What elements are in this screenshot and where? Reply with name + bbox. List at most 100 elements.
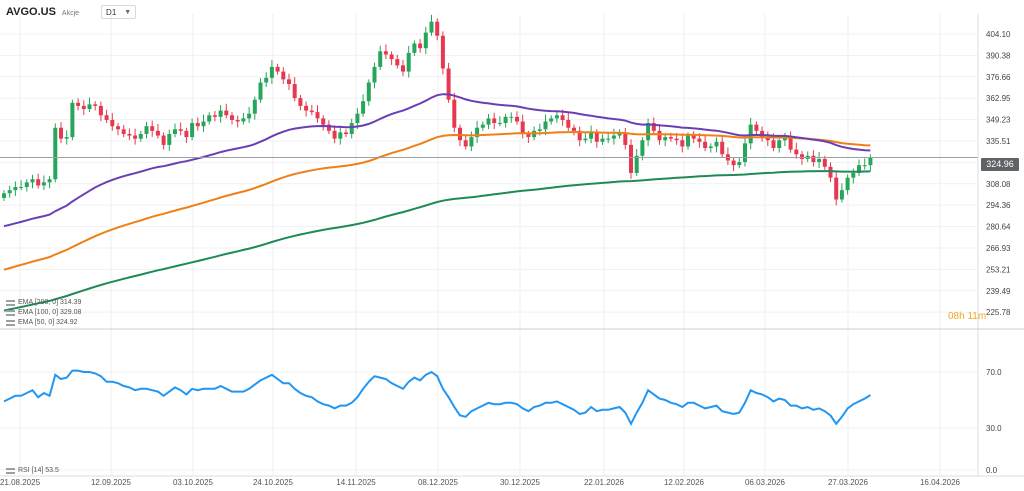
candle-body — [366, 82, 371, 102]
candle-body — [537, 129, 542, 131]
candle-body — [138, 133, 143, 139]
candle-body — [663, 137, 668, 141]
candle-body — [383, 51, 388, 55]
candle-body — [520, 121, 525, 134]
chart-header: AVGO.US Akcje D1 ▼ — [6, 5, 137, 19]
timeframe-select[interactable]: D1 ▼ — [101, 5, 137, 19]
candle-body — [543, 121, 548, 130]
candle-body — [800, 154, 804, 159]
candle-body — [452, 99, 457, 128]
candle-body — [292, 84, 297, 99]
candle-body — [839, 190, 844, 200]
menu-icon — [6, 319, 15, 326]
menu-icon — [6, 467, 15, 474]
current-price-tag: 324.96 — [981, 158, 1019, 171]
candle-body — [617, 132, 622, 136]
candle-body — [708, 146, 713, 149]
price-tick-label: 376.66 — [986, 73, 1011, 82]
candle-body — [167, 133, 172, 145]
candle-body — [686, 135, 690, 147]
candle-body — [845, 177, 850, 191]
candle-body — [549, 118, 554, 122]
candle-body — [446, 68, 451, 100]
legend-ema200[interactable]: EMA [200, 0] 314.39 — [6, 299, 81, 306]
candle-body — [435, 21, 440, 36]
candle-body — [589, 132, 594, 139]
candle-body — [868, 157, 873, 166]
legend-ema50[interactable]: EMA [50, 0] 324.92 — [6, 319, 78, 326]
candle-body — [754, 124, 759, 131]
candle-body — [822, 158, 827, 167]
x-tick-label: 27.03.2026 — [828, 478, 869, 487]
legend-ema100[interactable]: EMA [100, 0] 329.08 — [6, 309, 81, 316]
price-tick-label: 404.10 — [986, 30, 1011, 39]
candle-body — [509, 116, 514, 118]
candle-body — [264, 77, 269, 83]
candle-body — [788, 137, 793, 150]
candle-body — [828, 166, 833, 178]
x-tick-label: 14.11.2025 — [336, 478, 376, 487]
candle-body — [212, 115, 217, 117]
candle-body — [720, 141, 725, 155]
candle-body — [87, 104, 92, 110]
candle-body — [326, 124, 331, 131]
candle-body — [691, 135, 696, 139]
candle-body — [857, 165, 861, 173]
candle-body — [771, 140, 776, 149]
x-tick-label: 12.09.2025 — [91, 478, 132, 487]
candle-body — [116, 126, 120, 130]
x-tick-label: 22.01.2026 — [584, 478, 625, 487]
candle-countdown: 08h 11m — [948, 311, 987, 322]
legend-ema100-label: EMA [100, 0] 329.08 — [18, 309, 82, 316]
candle-body — [309, 110, 314, 113]
candle-body — [714, 141, 719, 147]
candle-body — [503, 116, 508, 124]
candle-body — [98, 105, 103, 116]
x-tick-label: 16.04.2026 — [920, 478, 961, 487]
candle-body — [150, 126, 155, 131]
candle-body — [104, 115, 109, 120]
candle-body — [657, 130, 662, 141]
candle-body — [76, 102, 81, 106]
candle-body — [36, 179, 41, 186]
candle-body — [703, 141, 708, 149]
candle-body — [155, 130, 160, 136]
x-tick-label: 21.08.2025 — [0, 478, 41, 487]
candle-body — [338, 132, 343, 139]
candles — [2, 14, 873, 206]
candle-body — [731, 160, 736, 166]
candle-body — [480, 124, 485, 128]
candle-body — [372, 66, 377, 83]
candle-body — [184, 130, 189, 138]
candle-body — [121, 129, 126, 134]
candle-body — [492, 118, 497, 124]
candle-body — [515, 116, 519, 122]
ema100-line — [3, 130, 871, 271]
candle-body — [606, 138, 611, 140]
candle-body — [304, 105, 309, 111]
candle-body — [247, 113, 252, 119]
candle-body — [554, 115, 559, 119]
candle-body — [269, 66, 274, 78]
candle-body — [332, 130, 337, 139]
rsi-tick-label: 0.0 — [986, 466, 998, 475]
candle-body — [811, 155, 816, 163]
candle-body — [640, 140, 645, 156]
rsi-tick-label: 30.0 — [986, 424, 1002, 433]
candle-body — [349, 123, 354, 134]
legend-ema50-label: EMA [50, 0] 324.92 — [18, 319, 78, 326]
candle-body — [298, 98, 303, 106]
candle-body — [275, 66, 280, 72]
x-tick-label: 06.03.2026 — [745, 478, 786, 487]
candle-body — [680, 140, 685, 147]
grid-lines — [0, 14, 978, 475]
candle-body — [440, 35, 445, 69]
price-tick-label: 335.51 — [986, 137, 1011, 146]
candle-body — [463, 140, 468, 147]
candle-body — [173, 129, 177, 134]
legend-rsi[interactable]: RSI [14] 53.5 — [6, 467, 59, 474]
candle-body — [851, 172, 856, 178]
candle-body — [765, 137, 770, 141]
legend-ema200-label: EMA [200, 0] 314.39 — [18, 299, 82, 306]
candle-body — [782, 137, 787, 141]
